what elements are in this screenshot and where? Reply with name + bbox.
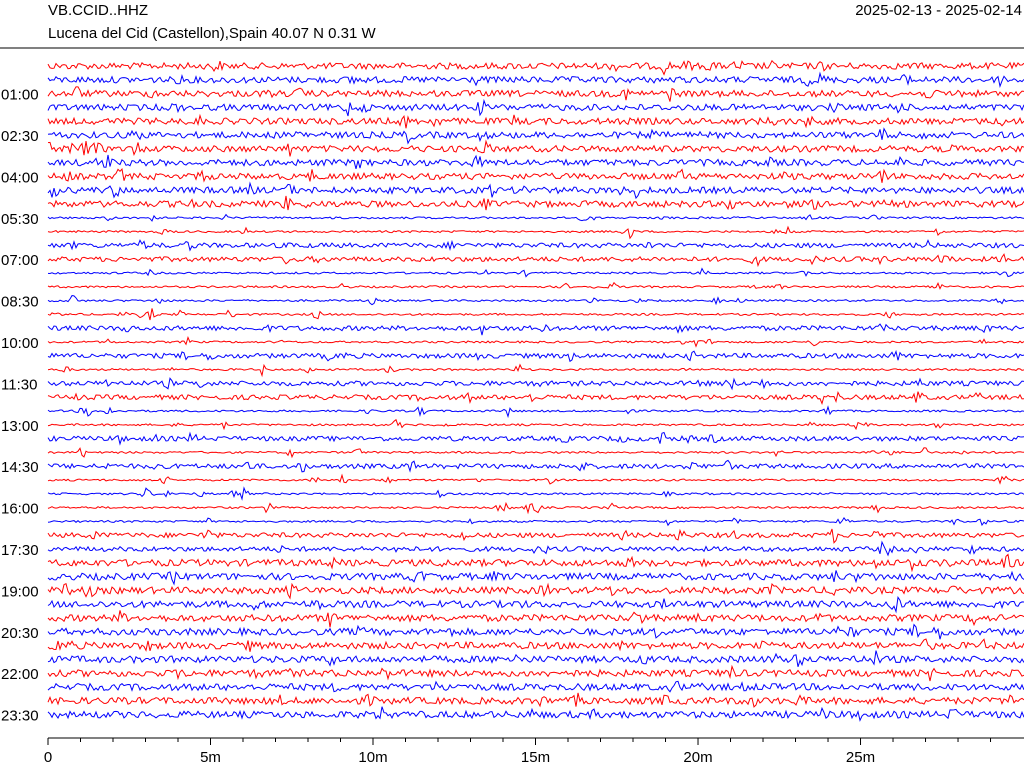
trace	[47, 323, 1024, 336]
trace	[47, 553, 1024, 573]
trace	[47, 127, 1024, 145]
row-label: 05:30	[1, 211, 39, 228]
row-label: 19:00	[1, 583, 39, 600]
trace	[47, 86, 1024, 102]
trace	[47, 113, 1024, 129]
trace	[47, 405, 1024, 419]
location: Lucena del Cid (Castellon),Spain 40.07 N…	[48, 25, 377, 42]
trace	[47, 680, 1024, 693]
trace	[47, 168, 1024, 183]
row-label: 04:00	[1, 169, 39, 186]
trace	[47, 239, 1024, 252]
trace	[47, 71, 1024, 88]
trace	[47, 308, 1024, 321]
row-label: 14:30	[1, 459, 39, 476]
trace	[47, 582, 1024, 600]
row-label: 22:00	[1, 666, 39, 683]
trace	[47, 473, 1024, 485]
row-label: 10:00	[1, 335, 39, 352]
traces	[47, 59, 1024, 722]
trace	[47, 281, 1024, 290]
x-tick-label: 25m	[846, 749, 875, 766]
trace	[47, 139, 1024, 157]
trace	[47, 98, 1024, 117]
trace	[47, 623, 1024, 640]
trace	[47, 540, 1024, 557]
station: VB.CCID..HHZ	[48, 2, 148, 19]
trace	[47, 528, 1024, 544]
trace	[47, 363, 1024, 378]
trace	[47, 253, 1024, 268]
x-tick-label: 0	[44, 749, 52, 766]
trace	[47, 596, 1024, 614]
trace	[47, 570, 1024, 586]
x-tick-label: 20m	[683, 749, 712, 766]
row-label: 07:00	[1, 252, 39, 269]
row-label: 23:30	[1, 708, 39, 725]
trace	[47, 349, 1024, 363]
trace	[47, 213, 1024, 222]
trace	[47, 418, 1024, 431]
x-tick-label: 5m	[200, 749, 221, 766]
trace	[47, 390, 1024, 406]
trace	[47, 692, 1024, 708]
trace	[47, 447, 1024, 459]
trace	[47, 336, 1024, 348]
row-label: 20:30	[1, 625, 39, 642]
row-label: 02:30	[1, 128, 39, 145]
trace	[47, 195, 1024, 211]
trace	[47, 664, 1024, 682]
trace	[47, 501, 1024, 515]
row-label: 11:30	[1, 376, 37, 393]
trace	[47, 181, 1024, 200]
trace	[47, 295, 1024, 306]
dates: 2025-02-13 - 2025-02-14	[855, 2, 1022, 19]
trace	[47, 59, 1024, 76]
trace	[47, 154, 1024, 170]
trace	[47, 610, 1024, 628]
trace	[47, 517, 1024, 527]
x-tick-label: 15m	[521, 749, 550, 766]
trace	[47, 650, 1024, 667]
x-tick-label: 10m	[358, 749, 387, 766]
row-label: 16:00	[1, 501, 39, 518]
row-label: 08:30	[1, 294, 39, 311]
trace	[47, 267, 1024, 278]
trace	[47, 706, 1024, 722]
trace	[47, 638, 1024, 652]
trace	[47, 431, 1024, 446]
trace	[47, 225, 1024, 240]
trace	[47, 377, 1024, 391]
trace	[47, 486, 1024, 501]
trace	[47, 459, 1024, 473]
row-label: 01:00	[1, 87, 39, 104]
row-label: 13:00	[1, 418, 39, 435]
row-label: 17:30	[1, 542, 39, 559]
